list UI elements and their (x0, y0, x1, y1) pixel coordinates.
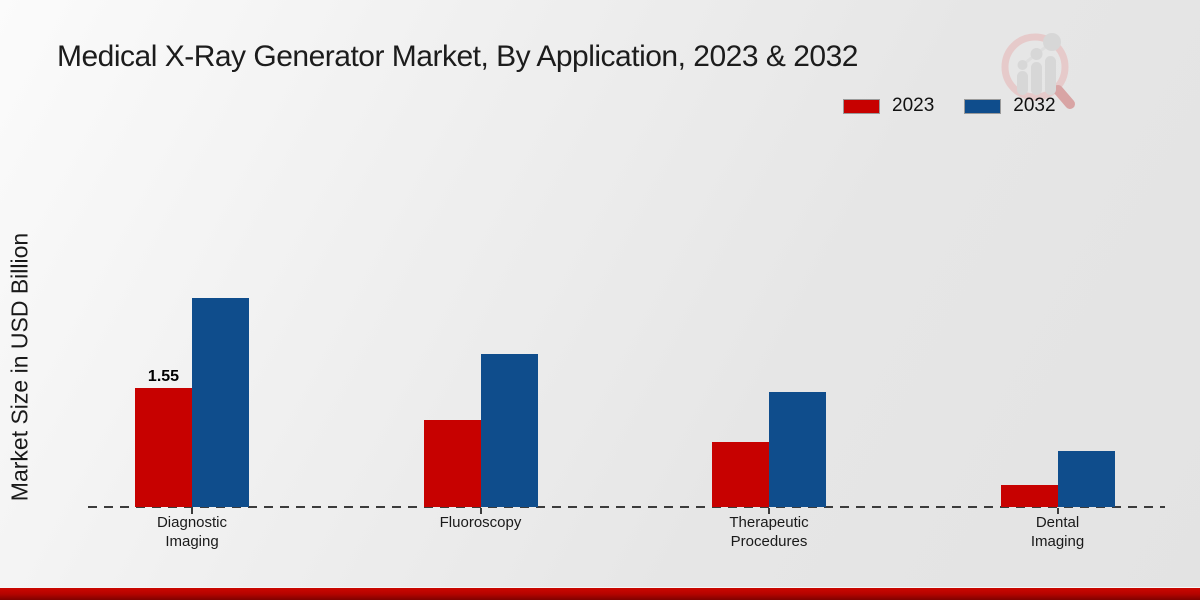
chart-title: Medical X-Ray Generator Market, By Appli… (57, 40, 858, 73)
bar-2032-dental-imaging (1057, 451, 1115, 507)
x-axis-tick (1056, 508, 1059, 514)
category-label-dental-imaging: Dental Imaging (1030, 514, 1085, 550)
legend-swatch-2023 (843, 98, 880, 114)
legend-swatch-2032 (964, 98, 1002, 114)
x-axis-tick (191, 508, 193, 514)
category-label-therapeutic-procedures: Therapeutic Procedures (729, 514, 809, 550)
legend: 2023 2032 (843, 95, 1056, 117)
bar-2023-dental-imaging (1000, 485, 1058, 507)
magnifier-bar-chart-logo-icon (1001, 33, 1075, 109)
legend-item-2032: 2032 (964, 95, 1056, 117)
category-label-fluoroscopy: Fluoroscopy (439, 514, 522, 531)
bar-2032-therapeutic-procedures (769, 392, 826, 507)
x-axis-tick (479, 508, 482, 514)
bar-2023-diagnostic-imaging (135, 388, 192, 507)
x-axis-baseline (88, 506, 1165, 508)
bar-2023-fluoroscopy (423, 420, 481, 507)
bar-value-label: 1.55 (147, 368, 180, 385)
bar-2023-therapeutic-procedures (712, 442, 769, 507)
bar-2032-fluoroscopy (480, 354, 538, 507)
x-axis-tick (768, 508, 770, 514)
legend-label: 2032 (1013, 95, 1056, 116)
bar-2032-diagnostic-imaging (192, 298, 249, 507)
legend-label: 2023 (892, 95, 935, 116)
category-label-diagnostic-imaging: Diagnostic Imaging (156, 514, 228, 550)
footer-accent-bar (0, 587, 1200, 600)
legend-item-2023: 2023 (843, 95, 934, 117)
